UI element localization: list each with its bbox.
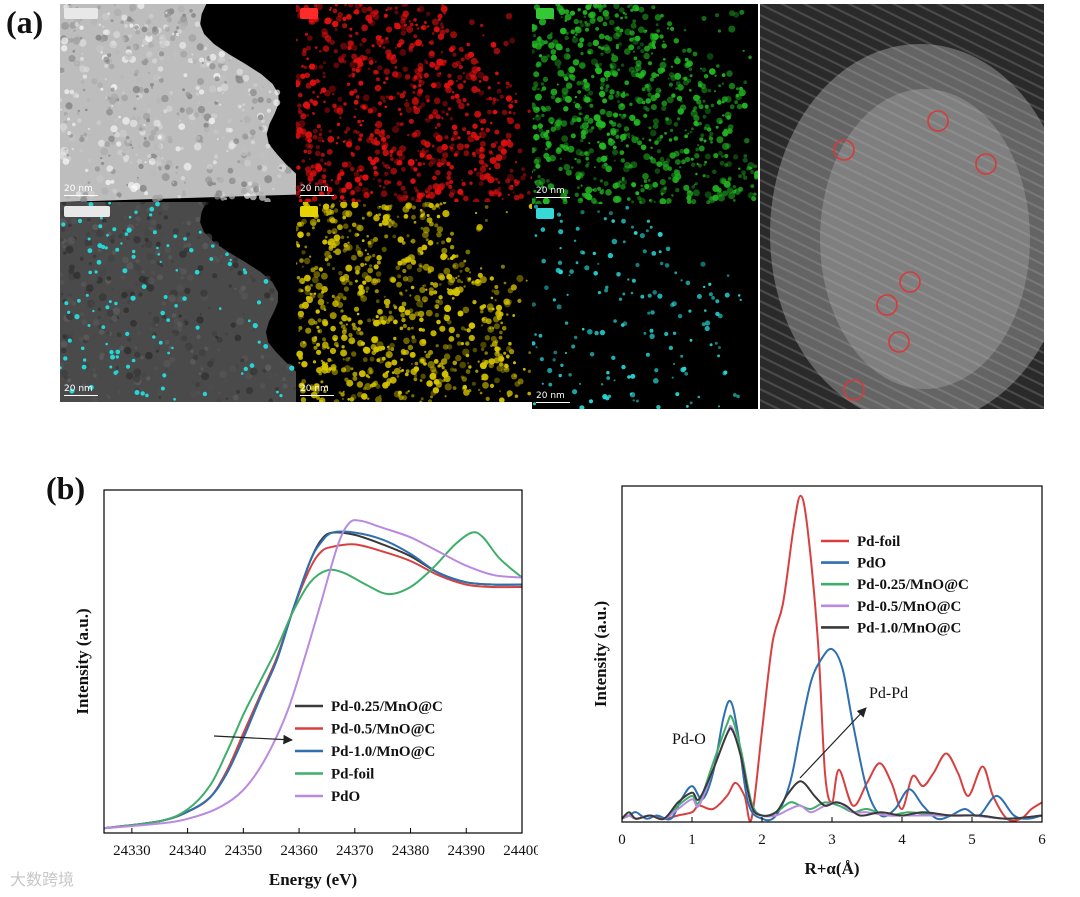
legend-label: PdO	[857, 556, 886, 572]
x-tick-label: 24330	[113, 843, 151, 859]
legend-label: PdO	[331, 789, 360, 805]
scale-bar-line	[536, 197, 570, 198]
pd-pd-arrow	[799, 707, 867, 779]
pd-atom-marker	[888, 331, 910, 353]
scale-bar: 20 nm	[300, 184, 334, 196]
scale-bar-label: 20 nm	[536, 186, 565, 196]
eds-tile-tag: Pd	[536, 208, 554, 219]
x-tick-label: 24370	[336, 843, 374, 859]
legend-label: Pd-1.0/MnO@C	[857, 620, 961, 636]
eds-tile-tag: C	[300, 8, 318, 19]
x-tick-label: 1	[688, 832, 696, 848]
eds-tile-tag: Mn	[300, 206, 318, 217]
pd-atom-marker	[833, 139, 855, 161]
legend: Pd-0.25/MnO@C Pd-0.5/MnO@C Pd-1.0/MnO@C Pd-…	[295, 699, 443, 805]
panel-a-label: (a)	[6, 4, 44, 40]
x-tick-label: 24340	[169, 843, 207, 859]
scale-bar: 20 nm	[64, 184, 98, 196]
pd-atom-marker	[876, 294, 898, 316]
eds-tile-tag: N	[536, 8, 554, 19]
legend-label: Pd-foil	[857, 534, 900, 550]
x-tick-label: 24400	[503, 843, 538, 859]
eds-tile-pd: Pd 20 nm	[532, 204, 758, 409]
watermark: 大数跨境	[10, 870, 75, 889]
x-tick-label: 24350	[225, 843, 262, 859]
series-line-pd-0-5-mno-c	[104, 543, 522, 830]
x-tick-label: 6	[1038, 832, 1046, 848]
annotation-pd-pd: Pd-Pd	[869, 685, 908, 702]
hrtem-lattice	[760, 4, 1044, 409]
x-tick-label: 5	[968, 832, 976, 848]
pd-atom-marker	[843, 379, 865, 401]
scale-bar-line	[300, 195, 334, 196]
scale-bar-line	[536, 402, 570, 403]
x-axis-label: Energy (eV)	[269, 870, 357, 889]
legend-label: Pd-0.25/MnO@C	[331, 699, 443, 715]
legend-label: Pd-0.25/MnO@C	[857, 577, 969, 593]
pd-atom-marker	[927, 110, 949, 132]
eds-map-pd	[532, 204, 742, 409]
scale-bar: 20 nm	[536, 186, 570, 198]
scale-bar-label: 20 nm	[300, 384, 329, 394]
eds-map-c	[296, 4, 532, 202]
eds-tile-n: N 20 nm	[532, 4, 758, 204]
eds-map-haadf	[60, 4, 296, 202]
x-tick-label: 3	[828, 832, 836, 848]
y-axis-label: Intensity (a.u.)	[73, 608, 92, 714]
scale-bar-label: 20 nm	[64, 384, 93, 394]
series-line-pd-foil	[104, 531, 522, 830]
shift-arrow	[213, 734, 293, 745]
scale-bar-line	[300, 395, 334, 396]
scale-bar-line	[64, 195, 98, 196]
eds-tile-c: C 20 nm	[296, 4, 532, 202]
eds-map-overlay	[60, 202, 296, 402]
scale-bar: 20 nm	[64, 384, 98, 396]
legend-label: Pd-0.5/MnO@C	[331, 722, 435, 738]
x-tick-label: 24360	[280, 843, 318, 859]
x-tick-label: 0	[618, 832, 626, 848]
annotation-pd-o: Pd-O	[672, 731, 706, 748]
eds-tile-mn: Mn 20 nm	[296, 202, 532, 402]
series-line-pd-0-25-mno-c	[104, 531, 522, 830]
x-tick-label: 4	[898, 832, 906, 848]
series-line-pd-1-0-mno-c	[104, 530, 522, 830]
series-line-pd-foil	[622, 494, 1042, 822]
legend: Pd-foil PdO Pd-0.25/MnO@C Pd-0.5/MnO@C Pd-1.…	[821, 534, 969, 636]
x-tick-label: 24390	[448, 843, 486, 859]
scale-bar-label: 20 nm	[536, 391, 565, 401]
series-line-pd-1-0-mno-c	[622, 727, 1042, 821]
x-tick-label: 24380	[392, 843, 430, 859]
scale-bar-label: 20 nm	[64, 184, 93, 194]
legend-label: Pd-foil	[331, 767, 374, 783]
y-axis-label: Intensity (a.u.)	[591, 601, 610, 707]
eds-tile-tag: HAADF	[64, 8, 98, 19]
ft-exafs-chart: 0 1 2 3 4 5 6R+α(Å)Intensity (a.u.)Pd-foilPdOP…	[591, 485, 1046, 878]
eds-tile-tag: HAADF Pd	[64, 206, 111, 217]
scale-bar: 20 nm	[300, 384, 334, 396]
eds-map-mn	[296, 202, 532, 402]
hrtem-image	[760, 4, 1044, 409]
x-axis-label: R+α(Å)	[804, 859, 859, 878]
eds-tile-overlay: HAADF Pd 20 nm	[60, 202, 296, 402]
pd-atom-marker	[975, 153, 997, 175]
eds-tile-haadf: HAADF 20 nm	[60, 4, 296, 202]
scale-bar: 20 nm	[536, 391, 570, 403]
scale-bar-label: 20 nm	[300, 184, 329, 194]
panel-b-label: (b)	[46, 470, 86, 506]
series-line-pdo	[104, 519, 522, 830]
legend-label: Pd-0.5/MnO@C	[857, 599, 961, 615]
plot-frame	[103, 489, 523, 834]
xanes-chart: 24330 24340 24350 24360 24370 24380 24390 24400…	[73, 489, 538, 889]
scale-bar-line	[64, 395, 98, 396]
pd-atom-marker	[899, 271, 921, 293]
x-tick-label: 2	[758, 832, 766, 848]
eds-map-n	[532, 4, 758, 204]
legend-label: Pd-1.0/MnO@C	[331, 744, 435, 760]
